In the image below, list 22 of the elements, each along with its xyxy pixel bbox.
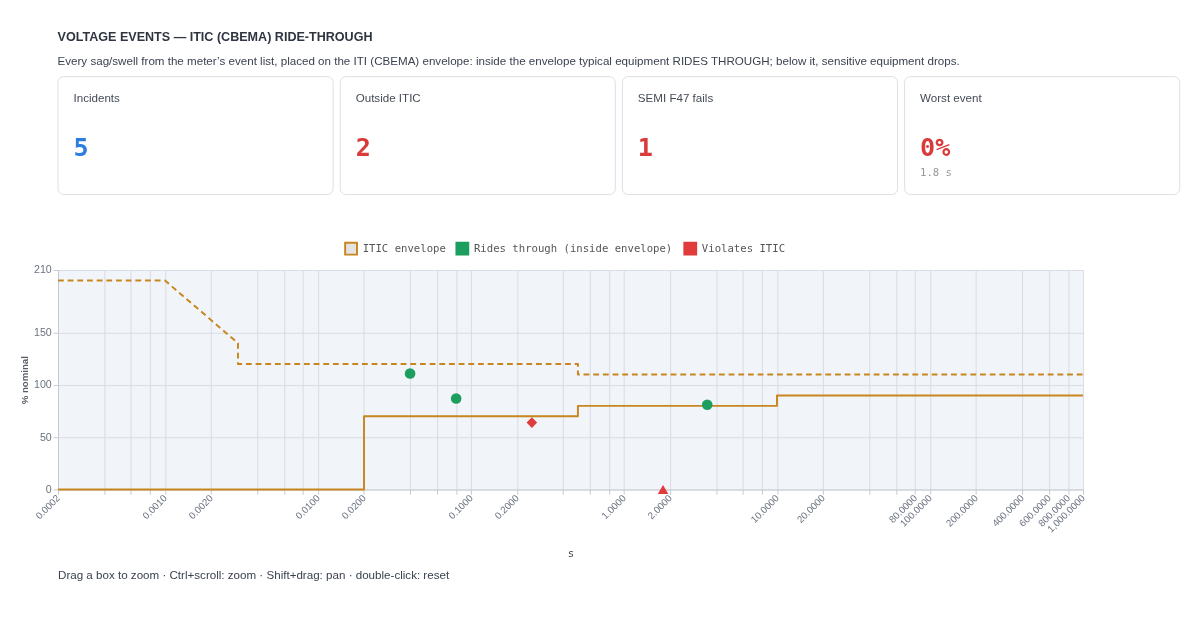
text: VOLTAGE EVENTS — ITIC (CBEMA) RIDE-THROUGH [57,30,373,45]
y-tick-label: 0 [45,482,52,495]
legend-label: Violates ITIC [701,241,786,255]
text: 1 [637,132,653,162]
text: 0% [920,132,951,162]
y-tick-label: 150 [34,326,52,339]
text: 5 [73,132,89,162]
y-tick-label: 50 [39,430,52,443]
category-label: Incidents [73,90,121,104]
category-label: Outside ITIC [355,90,421,104]
legend-label: Rides through (inside envelope) [473,241,673,255]
legend-label: ITIC envelope [362,241,446,255]
y-axis-title: % nominal [19,356,31,405]
text: Drag a box to zoom · Ctrl+scroll: zoom · Shift+drag: pan · double-click: reset [58,568,450,582]
y-tick-label: 210 [34,263,52,276]
category-label: Worst event [920,90,983,104]
y-tick-label: 100 [34,378,52,391]
category-label: SEMI F47 fails [637,90,714,104]
text: 2 [355,132,371,162]
x-axis-title: s [567,546,575,560]
text: Every sag/swell from the meter’s event list, placed on the ITI (CBEMA) envelope: inside the envelope typical equipment RIDES THROUGH; below it, sensitive equipment drops. [57,53,960,67]
text: 1.8 s [920,166,953,180]
